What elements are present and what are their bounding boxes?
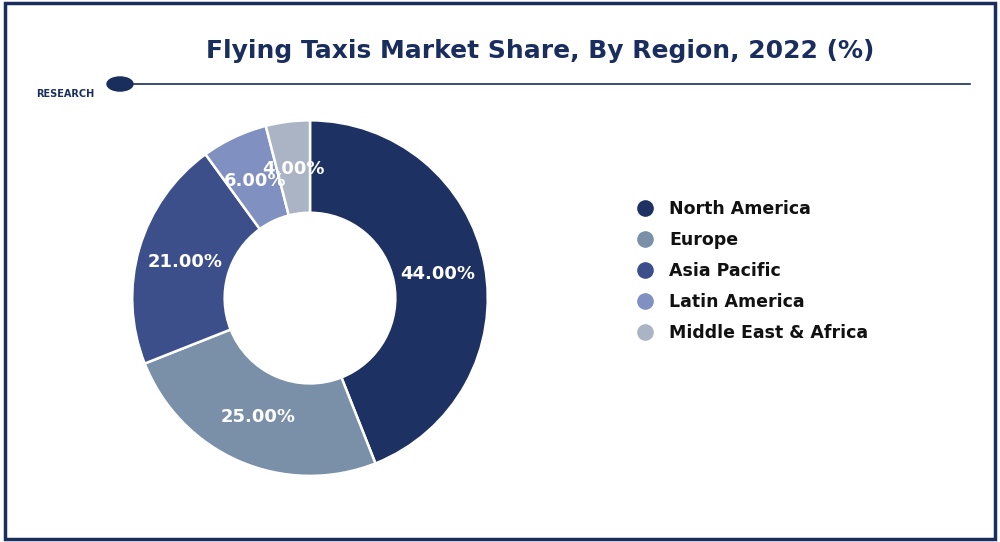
Text: PRECEDENCE: PRECEDENCE xyxy=(30,54,101,63)
Text: 21.00%: 21.00% xyxy=(148,253,223,271)
Text: 25.00%: 25.00% xyxy=(221,408,296,426)
FancyBboxPatch shape xyxy=(22,76,109,112)
Legend: North America, Europe, Asia Pacific, Latin America, Middle East & Africa: North America, Europe, Asia Pacific, Lat… xyxy=(628,193,875,349)
Wedge shape xyxy=(145,330,375,476)
Wedge shape xyxy=(310,120,488,463)
Text: 6.00%: 6.00% xyxy=(223,172,286,190)
Text: Flying Taxis Market Share, By Region, 2022 (%): Flying Taxis Market Share, By Region, 20… xyxy=(206,40,874,63)
Wedge shape xyxy=(132,154,260,364)
Wedge shape xyxy=(206,126,289,229)
Text: RESEARCH: RESEARCH xyxy=(36,89,95,99)
Wedge shape xyxy=(266,120,310,216)
Text: 44.00%: 44.00% xyxy=(400,265,475,283)
Text: 4.00%: 4.00% xyxy=(262,160,325,178)
